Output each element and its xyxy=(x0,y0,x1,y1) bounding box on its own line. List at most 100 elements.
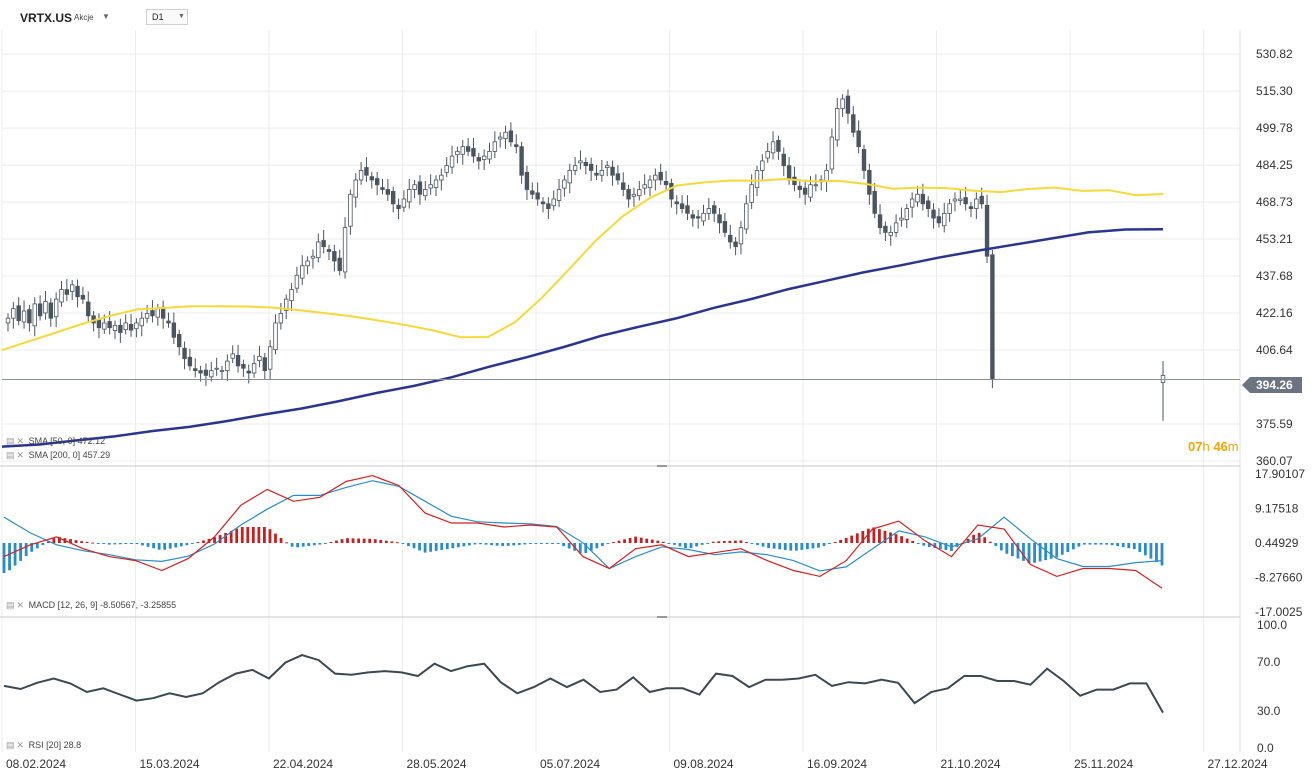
macd-legend[interactable]: ▤ ✕ MACD [12, 26, 9] -8.50567, -3.25855 xyxy=(6,600,176,611)
macd-histogram-bar xyxy=(562,543,566,547)
macd-histogram-bar xyxy=(157,543,161,550)
price-tick-label: 468.73 xyxy=(1256,195,1293,209)
macd-histogram-bar xyxy=(340,539,344,543)
macd-tick-label: -17.0025 xyxy=(1255,605,1303,619)
candle-body xyxy=(476,157,481,162)
candle-body xyxy=(219,370,225,373)
close-icon[interactable]: ✕ xyxy=(16,740,25,750)
candle-body xyxy=(599,170,605,176)
candle-body xyxy=(893,222,899,233)
macd-histogram-bar xyxy=(263,527,266,543)
close-icon[interactable]: ✕ xyxy=(16,600,25,610)
macd-histogram-bar xyxy=(213,537,216,543)
macd-histogram-bar xyxy=(168,543,172,549)
macd-histogram-bar xyxy=(711,541,715,543)
macd-histogram-bar xyxy=(739,540,743,543)
candle-body xyxy=(979,195,984,205)
settings-icon[interactable]: ▤ xyxy=(6,740,15,750)
candle-body xyxy=(851,114,856,133)
date-tick-label: 25.11.2024 xyxy=(1074,757,1133,771)
macd-histogram-bar xyxy=(202,540,205,543)
macd-histogram-bar xyxy=(357,538,361,543)
price-tick-label: 530.82 xyxy=(1256,47,1293,61)
macd-histogram-bar xyxy=(1011,543,1014,557)
timeframe-value: D1 xyxy=(152,12,164,22)
candle-body xyxy=(674,201,679,205)
price-tick-label: 422.16 xyxy=(1256,306,1293,320)
macd-histogram-bar xyxy=(756,543,759,546)
settings-icon[interactable]: ▤ xyxy=(6,600,15,610)
macd-histogram-bar xyxy=(911,540,915,543)
candle-body xyxy=(64,289,70,295)
candle-body xyxy=(107,321,112,329)
candle-body xyxy=(872,191,877,214)
macd-histogram-bar xyxy=(307,543,311,546)
macd-histogram-bar xyxy=(58,537,61,543)
candle-body xyxy=(53,298,59,318)
candle-body xyxy=(235,354,241,367)
candle-body xyxy=(417,181,423,195)
macd-histogram-bar xyxy=(1160,543,1164,566)
macd-histogram-bar xyxy=(861,531,865,543)
macd-histogram-bar xyxy=(407,543,410,547)
candle-body xyxy=(471,148,476,157)
settings-icon[interactable]: ▤ xyxy=(6,450,15,460)
macd-histogram-bar xyxy=(401,543,405,544)
sma200-legend[interactable]: ▤ ✕ SMA [200, 0] 457.29 xyxy=(6,450,110,461)
candle-body xyxy=(931,209,936,219)
close-icon[interactable]: ✕ xyxy=(16,436,25,446)
macd-histogram-bar xyxy=(335,540,338,543)
countdown-hours-unit: h xyxy=(1202,439,1210,454)
macd-histogram-bar xyxy=(778,543,782,550)
macd-histogram-bar xyxy=(69,539,72,543)
candle-body xyxy=(11,308,16,319)
symbol-dropdown-icon[interactable]: ▼ xyxy=(102,12,110,21)
sma200-value: 457.29 xyxy=(82,450,111,460)
candle-body xyxy=(669,182,674,200)
price-tick-label: 360.07 xyxy=(1256,454,1293,468)
macd-histogram-bar xyxy=(639,537,643,543)
macd-histogram-bar xyxy=(329,541,333,543)
candle-body xyxy=(653,174,658,181)
price-tick-label: 437.68 xyxy=(1256,269,1293,283)
candle-body xyxy=(786,165,792,181)
candle-body xyxy=(305,260,310,267)
panel-dividers[interactable] xyxy=(0,465,1240,618)
candle-body xyxy=(963,197,968,205)
timeframe-select[interactable]: D1 ▼ xyxy=(146,9,188,25)
candle-body xyxy=(519,146,524,176)
symbol-name[interactable]: VRTX.US xyxy=(20,11,73,25)
macd-histogram-bar xyxy=(35,543,39,549)
sma200-label: SMA [200, 0] xyxy=(28,450,81,460)
candle-body xyxy=(497,136,503,140)
candle-body xyxy=(508,130,514,143)
settings-icon[interactable]: ▤ xyxy=(6,436,15,446)
macd-histogram-bar xyxy=(578,543,582,554)
candle-body xyxy=(824,170,829,182)
close-icon[interactable]: ✕ xyxy=(16,450,25,460)
candle-body xyxy=(626,189,631,200)
macd-histogram-bar xyxy=(30,543,34,552)
rsi-legend[interactable]: ▤ ✕ RSI [20] 28.8 xyxy=(6,740,81,751)
candle-body xyxy=(150,310,155,317)
macd-tick-label: 17.90107 xyxy=(1255,467,1305,481)
macd-histogram-bar xyxy=(1094,543,1097,545)
macd-histogram-bar xyxy=(794,543,798,551)
candle-body xyxy=(262,357,267,372)
macd-histogram-bar xyxy=(528,543,532,544)
candle-body xyxy=(904,208,909,220)
macd-histogram-bar xyxy=(440,543,444,550)
sma50-legend[interactable]: ▤ ✕ SMA [50, 0] 472.12 xyxy=(6,436,105,447)
candle-body xyxy=(781,153,786,167)
candle-body xyxy=(251,363,257,374)
candle-body xyxy=(984,204,990,257)
price-tick-label: 453.21 xyxy=(1256,232,1293,246)
macd-histogram-bar xyxy=(1027,543,1031,564)
candle-body xyxy=(754,170,760,189)
macd-histogram-bar xyxy=(490,543,493,546)
candle-body xyxy=(503,131,508,139)
macd-tick-label: -8.27660 xyxy=(1255,571,1303,585)
rsi-line xyxy=(3,654,1164,714)
